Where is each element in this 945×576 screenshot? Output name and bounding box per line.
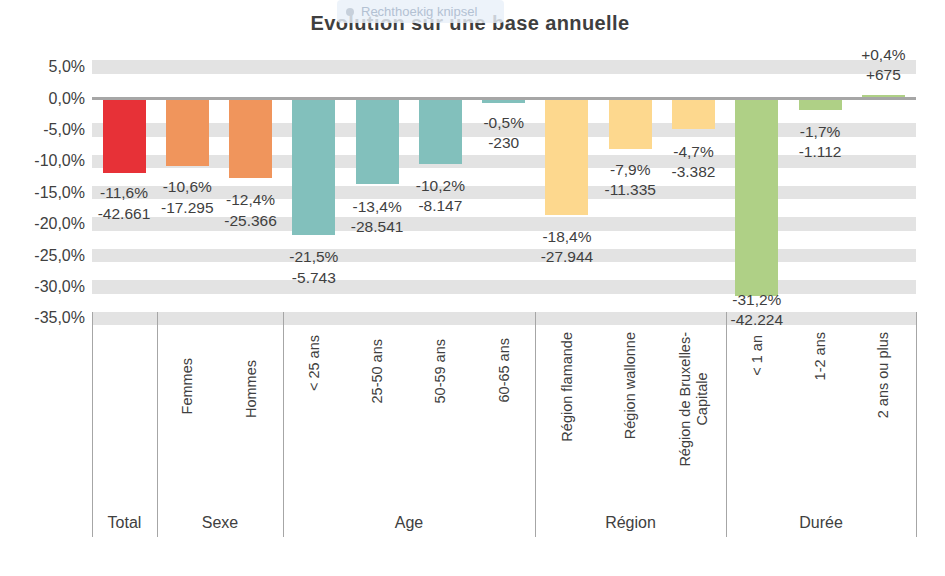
- group-label-sexe: Sexe: [130, 514, 310, 532]
- y-axis-tick-label: -25,0%: [0, 246, 85, 266]
- gridline-band: [92, 60, 916, 74]
- bar-pct-label: -10,2%: [385, 176, 495, 197]
- bar-value-label: -42.224: [702, 310, 812, 331]
- snip-dot-icon: [346, 8, 354, 16]
- category-label-region-flamande: Région flamande: [558, 332, 575, 442]
- bar-pct-label: -21,5%: [259, 247, 369, 268]
- bar-femmes: [166, 97, 209, 166]
- y-axis-tick-label: 0,0%: [0, 89, 85, 109]
- category-label-60-65-ans: 60-65 ans: [495, 338, 512, 403]
- group-label-region: Région: [541, 514, 721, 532]
- plot-area: 5,0%0,0%-5,0%-10,0%-15,0%-20,0%-25,0%-30…: [0, 0, 945, 576]
- group-divider-line: [92, 312, 93, 538]
- bar-value-label: -28.541: [322, 217, 432, 238]
- bar-pct-label: -1,7%: [765, 122, 875, 143]
- category-label-50-59-ans: 50-59 ans: [432, 339, 449, 404]
- snip-toolbar-button[interactable]: Rechthoekig knipsel: [337, 0, 504, 23]
- y-axis-tick-label: -35,0%: [0, 308, 85, 328]
- group-divider-line: [283, 312, 284, 538]
- category-label-region-de-bruxelles-capitale: Région de Bruxelles- Capitale: [677, 332, 711, 467]
- snip-toolbar-label: Rechthoekig knipsel: [361, 4, 477, 19]
- bar-value-label: -8.147: [385, 196, 495, 217]
- bar-value-label: -3.382: [639, 162, 749, 183]
- bar-value-label: -230: [449, 133, 559, 154]
- annual-evolution-bar-chart: Evolution sur une base annuelle Rechthoe…: [0, 0, 945, 576]
- bar-hommes: [229, 97, 272, 178]
- y-axis-tick-label: -5,0%: [0, 120, 85, 140]
- category-label-1-an: < 1 an: [748, 335, 765, 376]
- zero-axis-line: [92, 97, 916, 100]
- bar-pct-label: -31,2%: [702, 290, 812, 311]
- bar-value-label: -1.112: [765, 142, 875, 163]
- group-label-duree: Durée: [731, 514, 911, 532]
- group-divider-line: [916, 312, 917, 538]
- bar-pct-label: -0,5%: [449, 113, 559, 134]
- category-label-hommes: Hommes: [242, 360, 259, 418]
- bar-value-label: -5.743: [259, 268, 369, 289]
- group-divider-line: [157, 312, 158, 538]
- bar-total: [103, 97, 146, 172]
- bar-value-label: -25.366: [196, 211, 306, 232]
- category-label-region-wallonne: Région wallonne: [622, 332, 639, 439]
- bar-value-label: +675: [828, 65, 938, 86]
- category-label-25-ans: < 25 ans: [305, 335, 322, 391]
- category-label-25-50-ans: 25-50 ans: [369, 339, 386, 404]
- y-axis-tick-label: 5,0%: [0, 57, 85, 77]
- bar-pct-label: -18,4%: [512, 227, 622, 248]
- group-label-age: Age: [319, 514, 499, 532]
- gridline-band: [92, 249, 916, 263]
- y-axis-tick-label: -30,0%: [0, 277, 85, 297]
- bar-pct-label: -4,7%: [639, 142, 749, 163]
- group-divider-line: [535, 312, 536, 538]
- bar-value-label: -11.335: [575, 180, 685, 201]
- bar-pct-label: -12,4%: [196, 190, 306, 211]
- category-label-1-2-ans: 1-2 ans: [812, 332, 829, 380]
- bar-value-label: -27.944: [512, 247, 622, 268]
- group-divider-line: [726, 312, 727, 538]
- y-axis-tick-label: -10,0%: [0, 151, 85, 171]
- category-label-femmes: Femmes: [179, 358, 196, 414]
- category-label-2-ans-ou-plus: 2 ans ou plus: [875, 332, 892, 418]
- bar-region-de-bruxelles-capitale: [672, 97, 715, 129]
- bar-pct-label: +0,4%: [828, 45, 938, 66]
- bar-25-50-ans: [356, 97, 399, 184]
